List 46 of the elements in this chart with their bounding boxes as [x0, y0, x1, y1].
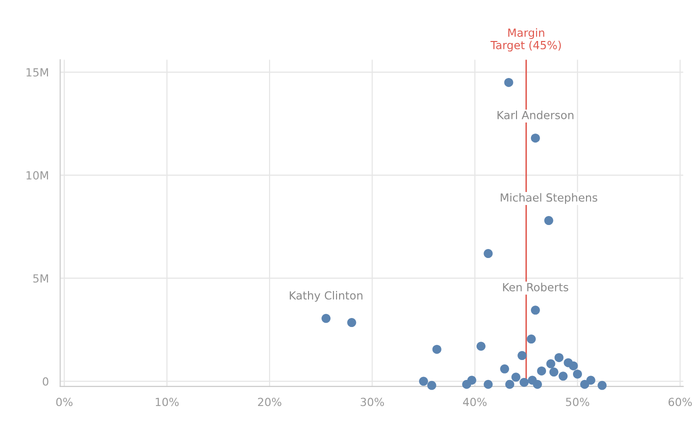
point: [322, 314, 331, 323]
x-tick-label: 30%: [360, 398, 384, 406]
point: [598, 380, 607, 390]
annotation: Karl Anderson: [498, 110, 574, 120]
point: [537, 366, 546, 376]
point: [532, 380, 542, 389]
point: [427, 380, 436, 390]
point: [476, 342, 486, 351]
point: [511, 372, 520, 382]
point: [500, 364, 510, 374]
point: [526, 334, 536, 344]
x-tick-label: 60%: [668, 398, 692, 406]
point: [554, 353, 564, 362]
point: [505, 380, 514, 389]
point: [484, 249, 493, 258]
x-tick-label: 40%: [463, 398, 487, 406]
y-tick-label: 5M: [33, 274, 48, 283]
point: [462, 380, 472, 389]
point: [586, 376, 596, 385]
point: [549, 368, 558, 377]
point: [504, 78, 514, 87]
point: [484, 380, 493, 389]
ref-line-label: Margin Target (45%): [490, 28, 561, 52]
point: [530, 306, 540, 315]
point: [530, 134, 540, 143]
point: [544, 216, 554, 226]
point: [546, 359, 556, 368]
point: [419, 376, 428, 386]
point: [558, 372, 568, 381]
x-tick-label: 0%: [56, 398, 73, 406]
y-tick-label: 0: [42, 377, 48, 386]
point: [432, 344, 442, 354]
point: [580, 380, 590, 389]
x-tick-label: 50%: [566, 398, 590, 406]
point: [572, 370, 582, 379]
point: [520, 378, 529, 387]
annotation: Michael Stephens: [500, 193, 598, 204]
point: [347, 318, 356, 328]
x-tick-label: 20%: [258, 398, 282, 406]
annotation: Kathy Clinton: [290, 291, 362, 302]
x-tick-label: 10%: [156, 398, 179, 406]
point: [568, 361, 578, 370]
point: [518, 351, 527, 360]
annotation: Ken Roberts: [503, 282, 568, 292]
y-tick-label: 15M: [26, 68, 48, 77]
y-tick-label: 10M: [26, 171, 48, 180]
